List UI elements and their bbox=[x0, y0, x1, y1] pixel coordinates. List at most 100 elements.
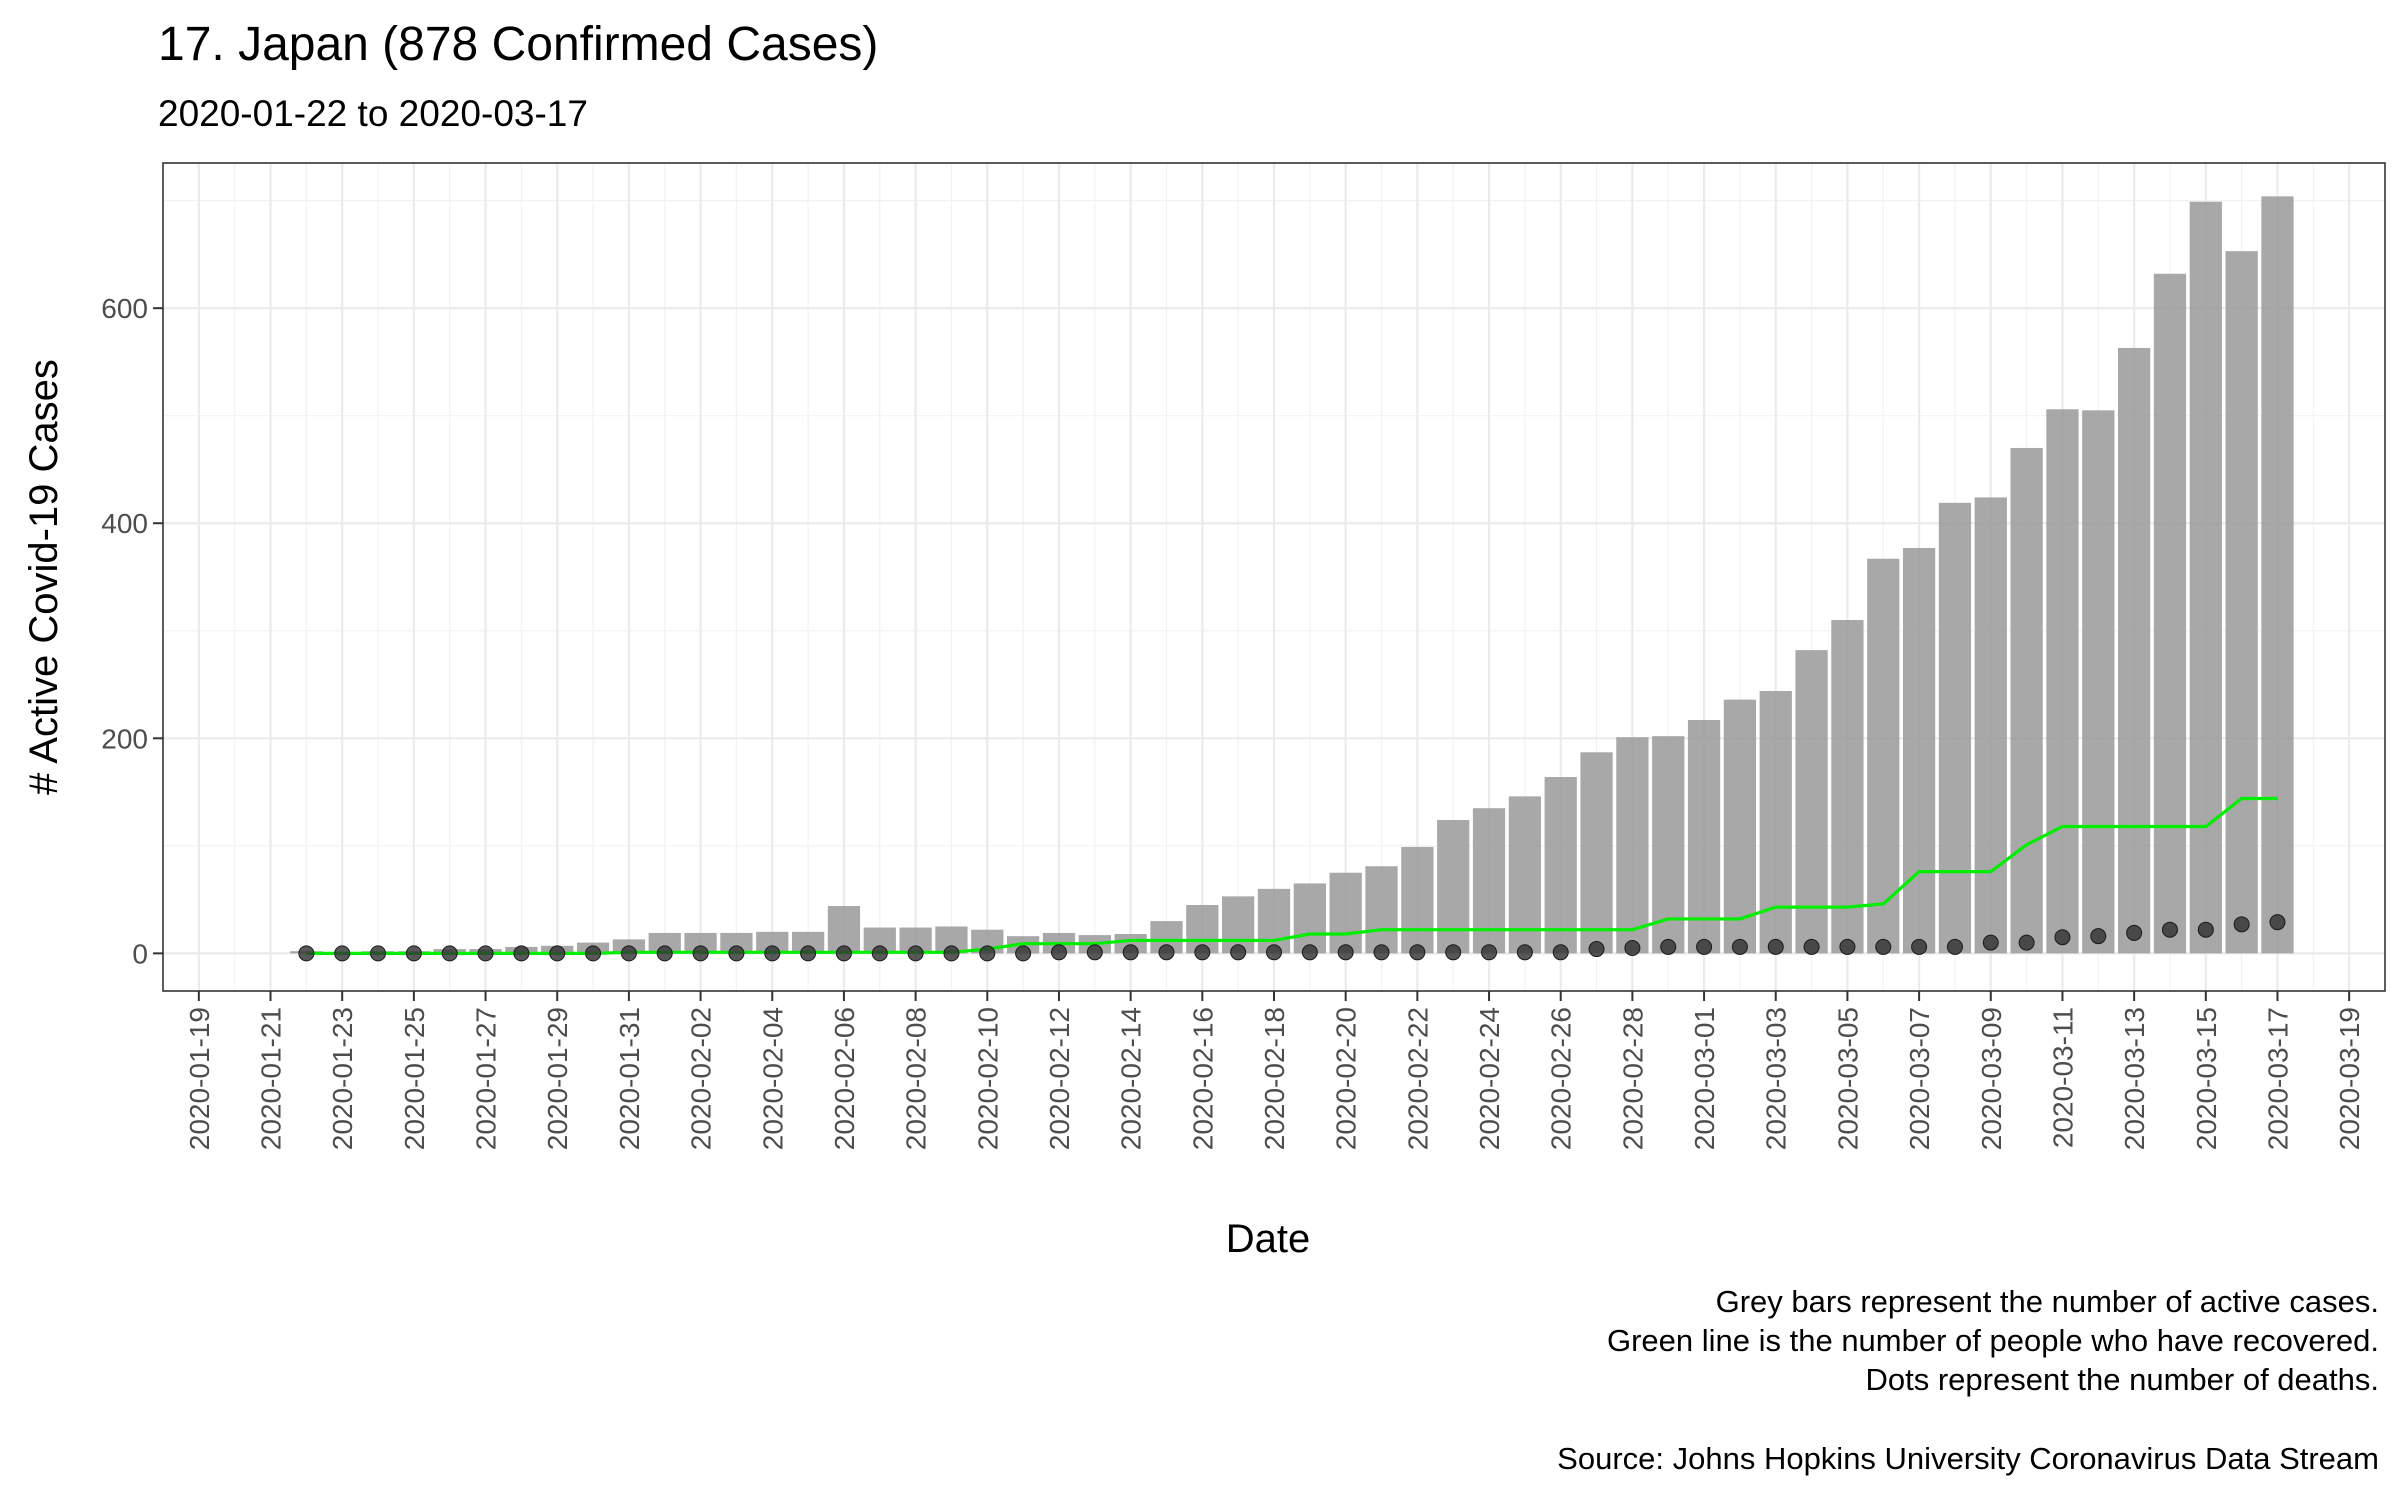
death-point bbox=[620, 945, 637, 962]
x-tick-label: 2020-01-21 bbox=[256, 1007, 287, 1150]
bar-active-cases bbox=[2261, 196, 2294, 954]
bar-active-cases bbox=[1687, 720, 1721, 954]
x-tick-label: 2020-03-19 bbox=[2334, 1007, 2365, 1150]
death-point bbox=[370, 945, 387, 962]
bar-active-cases bbox=[1222, 896, 1255, 954]
bar-active-cases bbox=[1902, 547, 1936, 954]
death-point bbox=[943, 945, 960, 962]
caption-line-2: Green line is the number of people who h… bbox=[1607, 1323, 2379, 1358]
death-point bbox=[298, 945, 315, 962]
caption-line-1: Grey bars represent the number of active… bbox=[1716, 1284, 2379, 1319]
death-point bbox=[1588, 941, 1605, 958]
death-point bbox=[1875, 938, 1892, 955]
death-point bbox=[1194, 944, 1211, 961]
x-axis-title: Date bbox=[1226, 1217, 1311, 1261]
death-point bbox=[585, 945, 602, 962]
death-point bbox=[979, 945, 996, 962]
x-tick-label: 2020-03-09 bbox=[1976, 1007, 2007, 1150]
death-point bbox=[1839, 938, 1856, 955]
death-point bbox=[1445, 944, 1462, 961]
bar-active-cases bbox=[1831, 620, 1864, 954]
x-tick-label: 2020-02-04 bbox=[757, 1007, 788, 1150]
bar-active-cases bbox=[1616, 737, 1649, 954]
bar-active-cases bbox=[2189, 201, 2222, 954]
death-point bbox=[1409, 944, 1426, 961]
x-tick-label: 2020-02-16 bbox=[1187, 1007, 1218, 1150]
points-deaths bbox=[298, 914, 2286, 962]
x-tick-label: 2020-02-18 bbox=[1259, 1007, 1290, 1150]
x-tick-label: 2020-02-06 bbox=[829, 1007, 860, 1150]
death-point bbox=[1337, 944, 1354, 961]
bar-active-cases bbox=[1401, 846, 1434, 954]
y-tick-label: 200 bbox=[101, 723, 148, 754]
death-point bbox=[513, 945, 530, 962]
death-point bbox=[2197, 921, 2214, 938]
death-point bbox=[1803, 938, 1820, 955]
x-tick-label: 2020-03-01 bbox=[1689, 1007, 1720, 1150]
death-point bbox=[1301, 944, 1318, 961]
death-point bbox=[1696, 938, 1713, 955]
y-tick-label: 0 bbox=[132, 938, 148, 969]
x-tick-label: 2020-02-20 bbox=[1331, 1007, 1362, 1150]
bar-active-cases bbox=[1365, 866, 1398, 954]
death-point bbox=[334, 945, 351, 962]
bar-active-cases bbox=[1652, 736, 1685, 954]
x-tick-label: 2020-01-25 bbox=[399, 1007, 430, 1150]
bar-active-cases bbox=[1580, 752, 1613, 954]
bar-active-cases bbox=[2118, 347, 2151, 954]
bar-active-cases bbox=[2082, 410, 2115, 954]
bar-active-cases bbox=[648, 932, 681, 954]
death-point bbox=[549, 945, 566, 962]
x-tick-label: 2020-01-19 bbox=[184, 1007, 215, 1150]
x-tick-label: 2020-02-14 bbox=[1116, 1007, 1147, 1150]
bar-active-cases bbox=[2225, 251, 2258, 954]
death-point bbox=[2018, 934, 2035, 951]
x-tick-label: 2020-03-03 bbox=[1761, 1007, 1792, 1150]
bar-active-cases bbox=[720, 932, 753, 954]
bars-active-cases bbox=[290, 196, 2294, 954]
x-tick-label: 2020-01-29 bbox=[542, 1007, 573, 1150]
bar-active-cases bbox=[2153, 273, 2187, 954]
bar-active-cases bbox=[1114, 934, 1147, 954]
death-point bbox=[2269, 914, 2286, 931]
x-tick-label: 2020-03-05 bbox=[1832, 1007, 1863, 1150]
death-point bbox=[405, 945, 422, 962]
bar-active-cases bbox=[1508, 796, 1541, 954]
death-point bbox=[764, 945, 781, 962]
x-tick-label: 2020-02-10 bbox=[972, 1007, 1003, 1150]
death-point bbox=[477, 945, 494, 962]
bar-active-cases bbox=[1723, 699, 1757, 954]
bar-active-cases bbox=[756, 931, 789, 954]
death-point bbox=[907, 945, 924, 962]
death-point bbox=[835, 945, 852, 962]
death-point bbox=[1946, 938, 1963, 955]
caption-line-3: Dots represent the number of deaths. bbox=[1865, 1362, 2379, 1397]
bar-active-cases bbox=[1759, 690, 1792, 954]
y-tick-label: 400 bbox=[101, 508, 148, 539]
bar-active-cases bbox=[1293, 883, 1326, 954]
death-point bbox=[2161, 921, 2178, 938]
death-point bbox=[1158, 944, 1175, 961]
bar-active-cases bbox=[684, 932, 717, 954]
death-point bbox=[1552, 944, 1569, 961]
x-tick-label: 2020-03-13 bbox=[2119, 1007, 2150, 1150]
x-tick-label: 2020-02-22 bbox=[1402, 1007, 1433, 1150]
x-tick-label: 2020-03-07 bbox=[1904, 1007, 1935, 1150]
chart-subtitle: 2020-01-22 to 2020-03-17 bbox=[158, 93, 588, 134]
x-tick-label: 2020-02-24 bbox=[1474, 1007, 1505, 1150]
death-point bbox=[692, 945, 709, 962]
x-tick-label: 2020-03-17 bbox=[2262, 1007, 2293, 1150]
bar-active-cases bbox=[1257, 888, 1291, 954]
death-point bbox=[1624, 939, 1641, 956]
death-point bbox=[1015, 945, 1032, 962]
death-point bbox=[441, 945, 458, 962]
axes: 2020-01-19 2020-01-21 2020-01-23 2020-01-25… bbox=[101, 293, 2365, 1150]
x-tick-label: 2020-02-26 bbox=[1546, 1007, 1577, 1150]
source-note: Source: Johns Hopkins University Coronav… bbox=[1557, 1441, 2379, 1476]
bar-active-cases bbox=[2010, 447, 2043, 954]
death-point bbox=[1086, 944, 1103, 961]
bar-active-cases bbox=[791, 931, 825, 954]
bar-active-cases bbox=[1795, 650, 1828, 954]
bar-active-cases bbox=[1437, 820, 1470, 954]
